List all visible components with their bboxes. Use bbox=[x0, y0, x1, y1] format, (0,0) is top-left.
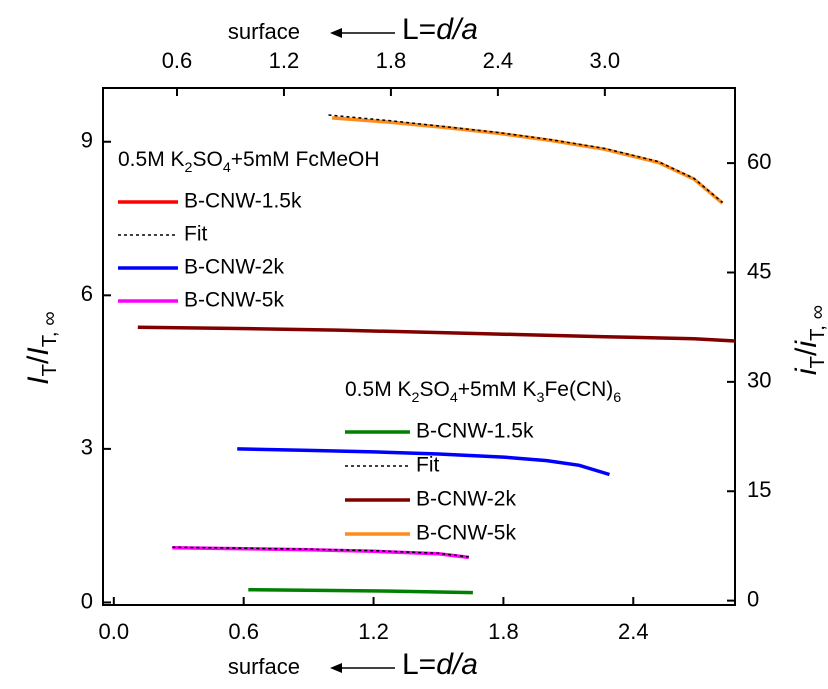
y2-tick-label: 45 bbox=[747, 258, 771, 283]
series-line bbox=[331, 116, 724, 205]
x2-axis-note: surface bbox=[228, 19, 300, 44]
label-part: +5mM K bbox=[458, 378, 537, 401]
legend-label: B-CNW-5k bbox=[416, 522, 516, 545]
label-part: Fe(CN) bbox=[544, 378, 613, 401]
x-tick-label: 1.8 bbox=[488, 619, 519, 644]
arrow-head bbox=[330, 663, 342, 673]
label-part: +5mM FcMeOH bbox=[231, 148, 380, 171]
label-part: i bbox=[790, 367, 823, 375]
label-part: L= bbox=[402, 13, 436, 46]
x-axis-label: L=d/a bbox=[402, 648, 478, 681]
y-tick-label: 0 bbox=[81, 588, 93, 613]
x-axis-note: surface bbox=[228, 654, 300, 679]
legend-label: B-CNW-2k bbox=[184, 256, 284, 279]
series-line bbox=[237, 447, 611, 477]
label-part: L= bbox=[402, 648, 436, 681]
x-tick-label: 1.2 bbox=[358, 619, 389, 644]
label-part: SO bbox=[419, 378, 449, 401]
legend-title: 0.5M K2SO4+5mM FcMeOH bbox=[118, 148, 380, 176]
label-part: T, ∞ bbox=[39, 311, 61, 347]
series-line bbox=[172, 546, 469, 558]
label-part: T, ∞ bbox=[807, 305, 828, 341]
y-tick-label: 6 bbox=[81, 281, 93, 306]
label-part: d/a bbox=[436, 13, 478, 46]
x2-tick-label: 3.0 bbox=[590, 48, 621, 73]
y2-tick-label: 0 bbox=[747, 586, 759, 611]
label-part: 0.5M K bbox=[345, 378, 412, 401]
label-part: 2 bbox=[185, 160, 193, 176]
arrow-head bbox=[330, 28, 342, 38]
y2-tick-label: 60 bbox=[747, 149, 771, 174]
label-part: / bbox=[22, 355, 55, 364]
legend-label: B-CNW-2k bbox=[416, 488, 516, 511]
x2-tick-label: 2.4 bbox=[483, 48, 514, 73]
y2-tick-label: 30 bbox=[747, 368, 771, 393]
legend-label: B-CNW-1.5k bbox=[416, 420, 534, 443]
legend-label: B-CNW-5k bbox=[184, 289, 284, 312]
legend-label: B-CNW-1.5k bbox=[184, 190, 302, 213]
y-axis-label: IT/IT, ∞ bbox=[22, 311, 61, 385]
x2-tick-label: 1.2 bbox=[269, 48, 300, 73]
y2-tick-label: 15 bbox=[747, 477, 771, 502]
x-tick-label: 0.0 bbox=[99, 619, 130, 644]
y-tick-label: 9 bbox=[81, 128, 93, 153]
label-part: 0.5M K bbox=[118, 148, 185, 171]
label-part: 4 bbox=[450, 390, 458, 406]
label-part: SO bbox=[192, 148, 222, 171]
legend-title: 0.5M K2SO4+5mM K3Fe(CN)6 bbox=[345, 378, 621, 406]
label-part: T bbox=[39, 364, 61, 376]
legend-label: Fit bbox=[184, 223, 207, 246]
x2-tick-label: 0.6 bbox=[162, 48, 193, 73]
label-part: / bbox=[790, 347, 823, 356]
label-part: T bbox=[807, 356, 828, 368]
label-part: 2 bbox=[412, 390, 420, 406]
legend-label: Fit bbox=[416, 454, 439, 477]
label-part: i bbox=[790, 340, 823, 348]
series-line bbox=[328, 114, 723, 204]
label-part: I bbox=[22, 347, 55, 355]
x-tick-label: 2.4 bbox=[618, 619, 649, 644]
label-part: 3 bbox=[537, 390, 545, 406]
label-part: I bbox=[22, 376, 55, 384]
x2-axis-label: L=d/a bbox=[402, 13, 478, 46]
y-tick-label: 3 bbox=[81, 435, 93, 460]
y2-axis-label: iT/iT, ∞ bbox=[790, 305, 828, 375]
label-part: d/a bbox=[436, 648, 478, 681]
series-line bbox=[248, 587, 473, 595]
x2-tick-label: 1.8 bbox=[376, 48, 407, 73]
series-line bbox=[137, 325, 736, 343]
label-part: 6 bbox=[613, 390, 621, 406]
label-part: 4 bbox=[223, 160, 231, 176]
plot-frame bbox=[102, 87, 736, 606]
x-tick-label: 0.6 bbox=[228, 619, 259, 644]
